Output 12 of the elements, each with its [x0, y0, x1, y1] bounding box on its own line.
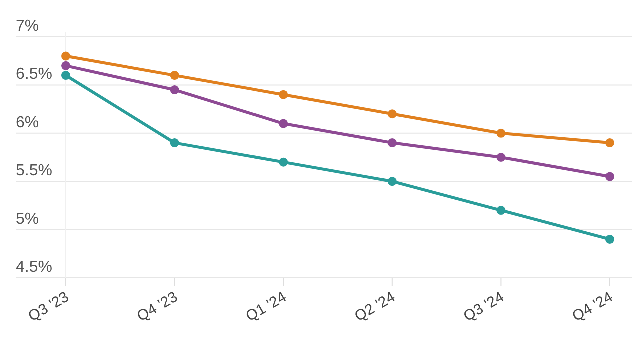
- y-tick-label: 6%: [16, 114, 40, 132]
- x-tick-label: Q3 '23: [26, 288, 72, 326]
- x-tick-label: Q4 '24: [570, 288, 616, 326]
- x-tick-label: Q2 '24: [352, 288, 398, 326]
- x-tick-label: Q1 '24: [243, 288, 290, 326]
- y-tick-label: 5%: [16, 210, 40, 228]
- y-tick-label: 5.5%: [16, 162, 52, 180]
- x-tick-label: Q3 '24: [460, 288, 508, 326]
- y-tick-label: 4.5%: [16, 259, 52, 276]
- y-tick-label: 7%: [16, 18, 40, 35]
- y-tick-label: 6.5%: [16, 66, 52, 84]
- x-tick-label: Q4 '23: [134, 288, 181, 326]
